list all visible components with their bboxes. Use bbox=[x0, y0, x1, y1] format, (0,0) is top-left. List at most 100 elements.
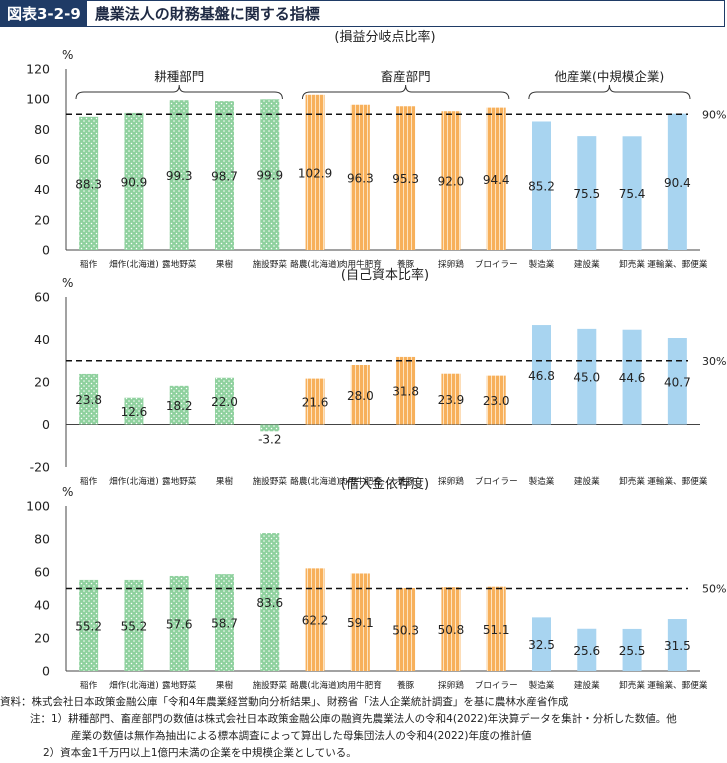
bar bbox=[350, 573, 370, 671]
category-label: 運輸業、郵便業 bbox=[647, 258, 708, 270]
bar bbox=[215, 377, 234, 425]
bar bbox=[260, 424, 280, 432]
y-tick-label: 20 bbox=[34, 212, 50, 227]
bar bbox=[79, 116, 99, 250]
data-label: 88.3 bbox=[75, 177, 102, 191]
data-label: 46.8 bbox=[528, 369, 555, 383]
bar bbox=[441, 111, 461, 250]
bar bbox=[260, 99, 280, 250]
y-tick-label: 0 bbox=[42, 664, 50, 679]
data-label: 28.0 bbox=[347, 389, 374, 403]
data-label: 83.6 bbox=[256, 596, 283, 610]
category-label: 採卵鶏 bbox=[438, 258, 464, 270]
category-label: 畑作(北海道) bbox=[109, 679, 159, 691]
bar bbox=[486, 586, 506, 671]
note-1-continued: 産業の数値は無作為抽出による標本調査によって算出した母集団法人の令和4(2022… bbox=[71, 730, 532, 742]
category-label: 果樹 bbox=[216, 258, 234, 270]
category-label: 建設業 bbox=[574, 679, 600, 691]
data-label: 50.3 bbox=[392, 624, 419, 638]
category-label: ブロイラー bbox=[475, 679, 518, 691]
data-label: 62.2 bbox=[302, 614, 329, 628]
category-label: 建設業 bbox=[574, 475, 600, 487]
charts-canvas: (損益分岐点比率)% 0 20 40 60 80 100 120 88.3 稲作 90.9 畑作(北海… bbox=[26, 29, 726, 691]
category-label: 肉用牛肥育 bbox=[339, 475, 382, 487]
group-label: 耕種部門 bbox=[154, 69, 204, 84]
group-brace bbox=[75, 84, 283, 100]
bar bbox=[169, 575, 189, 671]
y-tick-label: 40 bbox=[34, 332, 50, 347]
data-label: 12.6 bbox=[121, 405, 148, 419]
data-label: 32.5 bbox=[528, 638, 555, 652]
category-label: 建設業 bbox=[574, 258, 600, 270]
bar bbox=[124, 579, 144, 671]
bar bbox=[441, 373, 461, 425]
data-label: 75.5 bbox=[573, 187, 600, 201]
data-label: 95.3 bbox=[392, 172, 419, 186]
group-label: 畜産部門 bbox=[381, 69, 431, 84]
figure-header: 図表3-2-9 農業法人の財務基盤に関する指標 bbox=[0, 0, 725, 27]
bar bbox=[305, 378, 325, 425]
data-label: 23.9 bbox=[438, 393, 465, 407]
data-label: 25.6 bbox=[573, 644, 600, 658]
data-label: 45.0 bbox=[573, 371, 600, 385]
group-brace bbox=[528, 84, 691, 100]
category-label: 養豚 bbox=[397, 679, 415, 691]
y-tick-label: 80 bbox=[34, 122, 50, 137]
bar bbox=[260, 533, 280, 671]
category-label: 酪農(北海道) bbox=[290, 258, 340, 270]
category-label: 稲作 bbox=[80, 475, 98, 487]
bar bbox=[667, 113, 687, 250]
bar bbox=[169, 385, 189, 425]
bar bbox=[486, 107, 506, 250]
data-label: -3.2 bbox=[258, 432, 281, 446]
bar bbox=[396, 356, 416, 425]
figure-title: 農業法人の財務基盤に関する指標 bbox=[94, 5, 320, 23]
y-tick-label: 60 bbox=[34, 290, 50, 305]
group-brace bbox=[301, 84, 510, 100]
data-label: 18.2 bbox=[166, 399, 193, 413]
bar bbox=[532, 325, 551, 425]
bar bbox=[486, 375, 506, 425]
category-label: 施設野菜 bbox=[253, 258, 288, 270]
data-label: 75.4 bbox=[619, 187, 646, 201]
data-label: 99.9 bbox=[256, 169, 283, 183]
data-label: 23.0 bbox=[483, 394, 510, 408]
data-label: 57.6 bbox=[166, 617, 193, 631]
bar bbox=[667, 619, 687, 671]
figure-label: 図表3-2-9 bbox=[1, 1, 87, 26]
source-note: 資料：株式会社日本政策金融公庫「令和4年農業経営動向分析結果」、財務省「法人企業… bbox=[0, 696, 569, 708]
bar bbox=[350, 365, 370, 425]
data-label: 99.3 bbox=[166, 169, 193, 183]
category-label: 畑作(北海道) bbox=[109, 475, 159, 487]
category-label: 製造業 bbox=[529, 258, 555, 270]
category-label: 露地野菜 bbox=[162, 679, 197, 691]
category-label: 製造業 bbox=[529, 679, 555, 691]
category-label: 施設野菜 bbox=[253, 679, 288, 691]
chart-title: (損益分岐点比率) bbox=[334, 29, 435, 45]
y-tick-label: 60 bbox=[34, 152, 50, 167]
data-label: 51.1 bbox=[483, 623, 510, 637]
data-label: 90.9 bbox=[121, 175, 148, 189]
y-tick-label: 0 bbox=[42, 243, 50, 258]
category-label: 露地野菜 bbox=[162, 475, 197, 487]
data-label: 102.9 bbox=[298, 166, 332, 180]
bar bbox=[305, 568, 325, 671]
category-label: 採卵鶏 bbox=[438, 475, 464, 487]
bar bbox=[396, 106, 416, 251]
category-label: 肉用牛肥育 bbox=[339, 679, 382, 691]
data-label: 98.7 bbox=[211, 170, 238, 184]
bar bbox=[532, 121, 551, 251]
bar bbox=[577, 136, 597, 250]
bar bbox=[441, 587, 461, 671]
y-tick-label: 20 bbox=[34, 631, 50, 646]
y-axis-unit-label: % bbox=[62, 276, 73, 290]
category-label: 運輸業、郵便業 bbox=[647, 475, 708, 487]
y-tick-label: 80 bbox=[34, 532, 50, 547]
notes: 資料：株式会社日本政策金融公庫「令和4年農業経営動向分析結果」、財務省「法人企業… bbox=[0, 694, 727, 762]
y-tick-label: 100 bbox=[26, 92, 50, 107]
category-label: 肉用牛肥育 bbox=[339, 258, 382, 270]
reference-line-label: 50% bbox=[702, 583, 726, 596]
y-tick-label: 60 bbox=[34, 565, 50, 580]
data-label: 23.8 bbox=[75, 393, 102, 407]
bar bbox=[622, 329, 642, 425]
